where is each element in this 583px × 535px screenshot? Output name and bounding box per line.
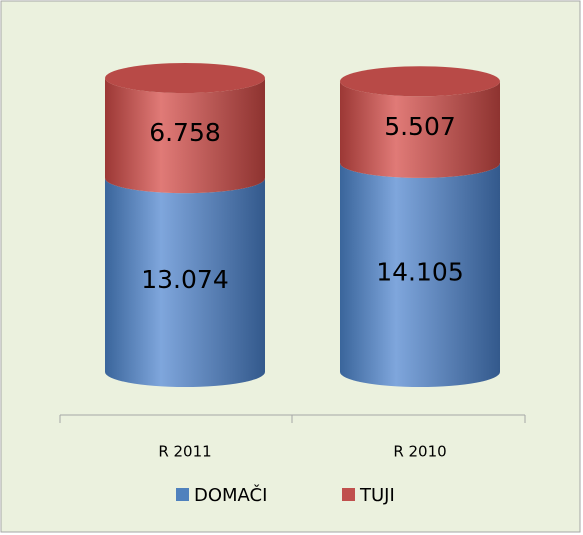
legend-swatch <box>176 488 189 501</box>
cylinder-cap <box>340 66 500 97</box>
legend-label: TUJI <box>359 485 395 506</box>
cylinder-segment <box>340 162 500 387</box>
cylinder-segment <box>340 81 500 178</box>
cylinder-segment <box>105 78 265 194</box>
data-label: 5.507 <box>384 112 456 141</box>
data-label: 14.105 <box>376 257 463 286</box>
data-label: 13.074 <box>141 265 228 294</box>
x-tick-label: R 2010 <box>393 443 446 461</box>
x-tick-label: R 2011 <box>158 443 211 461</box>
cylinder-segment <box>105 178 265 387</box>
data-label: 6.758 <box>149 118 221 147</box>
legend-swatch <box>342 488 355 501</box>
legend-label: DOMAČI <box>194 484 267 506</box>
cylinder-cap <box>105 63 265 93</box>
